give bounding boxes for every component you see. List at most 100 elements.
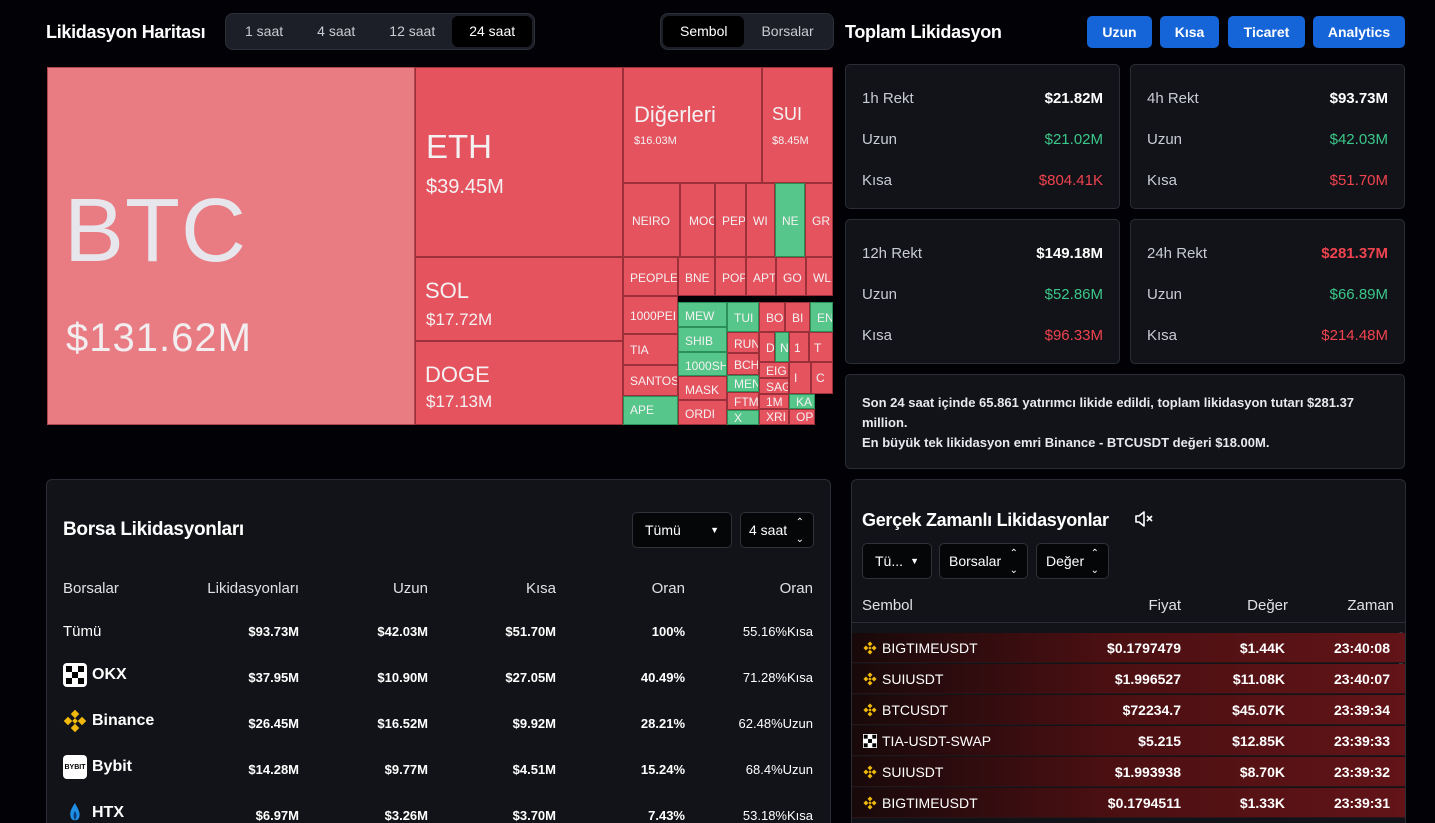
rekt-card: 24h Rekt $281.37M Uzun $66.89M Kısa $214.48M [1130, 219, 1405, 364]
treemap-tile-santos[interactable]: SANTOS [623, 365, 678, 396]
col-exchanges: Borsalar [63, 580, 119, 597]
treemap-tile-ape[interactable]: APE [623, 396, 678, 425]
treemap-tile-mask[interactable]: MASK [678, 376, 727, 400]
realtime-symbol-cell: SUIUSDT [882, 764, 944, 780]
treemap-tile-neiro[interactable]: NEIRO [623, 183, 680, 257]
treemap-tile-run[interactable]: RUN [727, 332, 759, 353]
tab-12h[interactable]: 12 saat [389, 23, 436, 39]
exchange-name-htx[interactable]: HTX [63, 801, 124, 823]
exchange-name-binance[interactable]: Binance [63, 709, 154, 733]
treemap-symbol: T [814, 341, 822, 355]
exchange-name-tümü[interactable]: Tümü [63, 623, 101, 640]
trade-button[interactable]: Ticaret [1228, 16, 1305, 48]
treemap-tile-bne[interactable]: BNE [678, 257, 715, 296]
treemap-tile-i[interactable]: I [789, 362, 811, 394]
treemap-tile-c[interactable]: C [811, 362, 833, 394]
treemap-tile-people[interactable]: PEOPLE [623, 257, 678, 296]
analytics-button[interactable]: Analytics [1313, 16, 1405, 48]
treemap-tile-btc[interactable]: BTC $131.62M [47, 67, 415, 425]
treemap-tile-en[interactable]: EN [810, 302, 833, 332]
exchange-name-okx[interactable]: OKX [63, 663, 127, 687]
treemap-tile-mew[interactable]: MEW [678, 302, 727, 327]
short-total-value: $51.70M [1329, 172, 1388, 189]
treemap-symbol: N [780, 341, 789, 355]
treemap-tile-pop[interactable]: POP [715, 257, 746, 296]
short-total-row: Kısa $214.48M [1147, 327, 1388, 344]
exchange-name-bybit[interactable]: BYBIT Bybit [63, 755, 132, 779]
tab-exchanges[interactable]: Borsalar [761, 23, 814, 39]
exchange-ratio-cell: 71.28%Kısa [742, 670, 813, 685]
treemap-tile-moc[interactable]: MOC [680, 183, 715, 257]
treemap-tile-op[interactable]: OP [789, 409, 815, 425]
time-range-tabs: 1 saat 4 saat 12 saat 24 saat [225, 13, 536, 50]
treemap-tile-1000pei[interactable]: 1000PEI [623, 296, 678, 334]
treemap-symbol: MASK [685, 383, 720, 397]
treemap-tile-go[interactable]: GO [776, 257, 806, 296]
short-total-value: $96.33M [1044, 327, 1103, 344]
treemap-tile-sag[interactable]: SAG [759, 378, 789, 394]
mute-icon[interactable] [1134, 510, 1154, 528]
htx-logo-icon [63, 801, 87, 823]
tab-symbol[interactable]: Sembol [663, 16, 745, 47]
realtime-row[interactable]: BTCUSDT $72234.7 $45.07K 23:39:34 [852, 695, 1405, 725]
tab-1h[interactable]: 1 saat [245, 23, 284, 39]
rekt-card: 1h Rekt $21.82M Uzun $21.02M Kısa $804.41K [845, 64, 1120, 209]
treemap-tile-doge[interactable]: DOGE $17.13M [415, 341, 623, 425]
treemap-tile-ftm[interactable]: FTM [727, 392, 759, 410]
col-long: Uzun [392, 580, 428, 597]
treemap-symbol: EN [817, 311, 833, 325]
realtime-row[interactable]: SUIUSDT $1.996527 $11.08K 23:40:07 [852, 664, 1405, 694]
period-total-row: 12h Rekt $149.18M [862, 245, 1103, 262]
treemap-tile-ka[interactable]: KA [789, 394, 815, 409]
treemap-tile-t[interactable]: T [809, 332, 833, 362]
treemap-tile-wl[interactable]: WL [806, 257, 833, 296]
realtime-row[interactable]: BIGTIMEUSDT $0.1794511 $1.33K 23:39:31 [852, 788, 1405, 818]
treemap-tile-men[interactable]: MEN [727, 375, 759, 392]
treemap-tile-n[interactable]: N [775, 332, 789, 362]
realtime-price-cell: $1.993938 [1114, 764, 1181, 780]
treemap-tile-sol[interactable]: SOL $17.72M [415, 257, 623, 341]
treemap-tile-1[interactable]: 1 [789, 332, 809, 362]
treemap-tile-eth[interactable]: ETH $39.45M [415, 67, 623, 257]
treemap-tile-ne[interactable]: NE [775, 183, 805, 257]
realtime-row[interactable]: BIGTIMEUSDT $0.1797479 $1.44K 23:40:08 [852, 633, 1405, 663]
exchange-filter-select[interactable]: Tümü ▼ [632, 512, 732, 548]
treemap-tile-tui[interactable]: TUI [727, 302, 759, 332]
treemap-tile-eig[interactable]: EIG [759, 362, 789, 378]
treemap-tile-sui[interactable]: SUI $8.45M [762, 67, 833, 183]
treemap-tile-d[interactable]: D [759, 332, 775, 362]
treemap-tile-1m[interactable]: 1M [759, 394, 789, 409]
treemap-tile-gr[interactable]: GR [805, 183, 833, 257]
tab-24h[interactable]: 24 saat [452, 16, 533, 47]
period-total-row: 24h Rekt $281.37M [1147, 245, 1388, 262]
treemap-tile-xri[interactable]: XRI [759, 409, 789, 425]
realtime-value-cell: $45.07K [1232, 702, 1285, 718]
treemap-tile-wi[interactable]: WI [746, 183, 775, 257]
treemap-tile-bi[interactable]: BI [785, 302, 810, 332]
treemap-symbol: 1000SH [685, 359, 727, 373]
exchange-period-select[interactable]: 4 saat ⌃ ⌄ [740, 512, 814, 548]
treemap-tile-bch[interactable]: BCH [727, 353, 759, 375]
realtime-value-select[interactable]: Değer ⌃ ⌄ [1036, 543, 1109, 579]
treemap-tile-pep[interactable]: PEP [715, 183, 746, 257]
short-button[interactable]: Kısa [1160, 16, 1219, 48]
treemap-symbol: BTC [64, 181, 247, 281]
exchange-filter-value: Tümü [645, 522, 681, 538]
short-total-row: Kısa $804.41K [862, 172, 1103, 189]
treemap-tile-shib[interactable]: SHIB [678, 327, 727, 352]
treemap-tile-tia[interactable]: TIA [623, 334, 678, 365]
treemap-tile-apt[interactable]: APT [746, 257, 776, 296]
treemap-tile-x[interactable]: X [727, 410, 759, 425]
long-total-value: $66.89M [1329, 286, 1388, 303]
long-button[interactable]: Uzun [1087, 16, 1152, 48]
realtime-exchange-select[interactable]: Borsalar ⌃ ⌄ [939, 543, 1028, 579]
realtime-row[interactable]: SUIUSDT $1.993938 $8.70K 23:39:32 [852, 757, 1405, 787]
treemap-tile-diğerleri[interactable]: Diğerleri $16.03M [623, 67, 762, 183]
treemap-tile-bo[interactable]: BO [759, 302, 785, 332]
tab-4h[interactable]: 4 saat [317, 23, 356, 39]
treemap-symbol: 1000PEI [630, 309, 677, 323]
realtime-filter-select[interactable]: Tü... ▼ [862, 543, 932, 579]
treemap-tile-1000sh[interactable]: 1000SH [678, 352, 727, 376]
treemap-tile-ordi[interactable]: ORDI [678, 400, 727, 425]
realtime-row[interactable]: TIA-USDT-SWAP $5.215 $12.85K 23:39:33 [852, 726, 1405, 756]
